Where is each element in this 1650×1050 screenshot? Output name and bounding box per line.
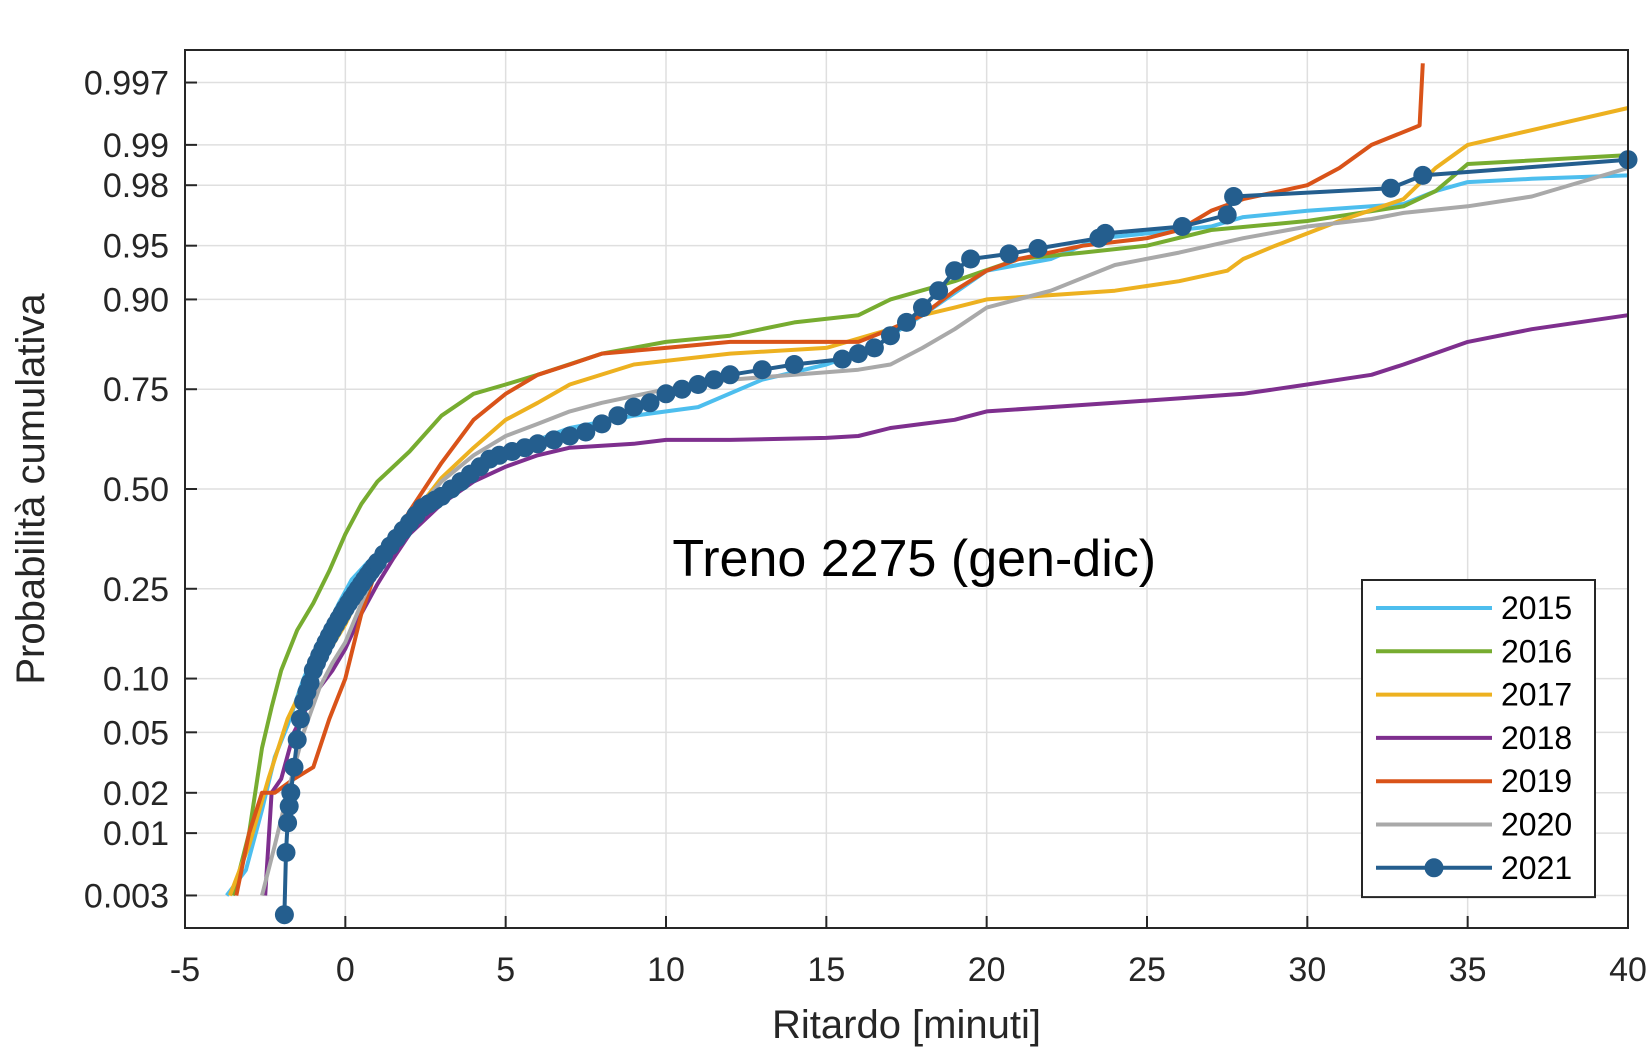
- data-point-2021: [1172, 217, 1192, 236]
- data-point-2021: [287, 730, 307, 750]
- x-axis-ticks: -5 0 5 10 15 20 25 30 35 40: [170, 916, 1647, 989]
- y-tick-label: 0.25: [103, 571, 169, 609]
- data-point-2021: [1028, 239, 1048, 258]
- data-point-2021: [881, 326, 900, 346]
- data-point-2021: [290, 709, 310, 729]
- data-point-2021: [284, 757, 304, 777]
- y-tick-label: 0.05: [103, 714, 169, 752]
- x-axis-label: Ritardo [minuti]: [772, 1003, 1041, 1047]
- data-point-2021: [1381, 178, 1401, 198]
- y-axis-ticks: 0.003 0.010.02 0.05 0.10 0.25 0.50 0.75 0.90 0.9…: [84, 65, 197, 915]
- y-tick-label: 0.90: [103, 281, 169, 319]
- data-point-2021: [832, 349, 852, 369]
- data-point-2021: [281, 783, 301, 803]
- data-point-2021: [592, 414, 612, 434]
- data-point-2021: [864, 338, 884, 358]
- data-point-2021: [720, 365, 740, 385]
- data-point-2021: [278, 813, 298, 833]
- data-point-2021: [897, 312, 916, 332]
- legend-label-2021: 2021: [1501, 850, 1572, 886]
- data-point-2021: [560, 426, 580, 446]
- y-tick-label: 0.997: [84, 65, 169, 103]
- data-point-2021: [274, 905, 294, 925]
- x-tick-label: 30: [1288, 951, 1326, 989]
- chart-annotation: Treno 2275 (gen-dic): [672, 530, 1156, 588]
- data-point-2021: [528, 434, 548, 454]
- y-tick-label: 0.003: [84, 877, 169, 915]
- y-tick-label: 0.99: [103, 127, 169, 165]
- legend: 2015 2016 2017 2018 2019 2020 2021: [1361, 579, 1596, 899]
- data-point-2021: [929, 281, 949, 301]
- x-tick-label: 40: [1609, 951, 1647, 989]
- data-point-2021: [704, 370, 724, 390]
- data-point-2021: [784, 355, 804, 374]
- data-point-2021: [688, 375, 708, 394]
- data-point-2021: [1224, 187, 1244, 206]
- data-point-2021: [913, 298, 932, 318]
- series-layer: [225, 63, 1638, 925]
- data-point-2021: [544, 430, 564, 450]
- legend-label-2015: 2015: [1501, 590, 1572, 626]
- y-tick-label: 0.98: [103, 167, 169, 205]
- legend-label-2019: 2019: [1501, 763, 1572, 799]
- y-tick-label: 0.10: [103, 661, 169, 699]
- legend-label-2018: 2018: [1501, 720, 1572, 756]
- x-tick-label: 10: [647, 951, 685, 989]
- legend-label-2017: 2017: [1501, 677, 1572, 713]
- x-tick-label: 5: [496, 951, 515, 989]
- series-line-2019: [234, 63, 1425, 896]
- x-tick-label: 0: [336, 951, 355, 989]
- data-point-2021: [624, 397, 644, 417]
- y-tick-label: 0.01: [103, 815, 169, 853]
- data-point-2021: [999, 244, 1019, 264]
- legend-label-2016: 2016: [1501, 633, 1572, 669]
- data-point-2021: [752, 360, 772, 380]
- x-tick-label: 15: [807, 951, 845, 989]
- data-point-2021: [1413, 165, 1433, 185]
- data-point-2021: [640, 393, 660, 413]
- data-point-2021: [608, 406, 628, 426]
- y-tick-label: 0.75: [103, 371, 169, 409]
- series-line-2018: [263, 313, 1629, 896]
- data-point-2021: [276, 843, 296, 862]
- x-tick-label: 35: [1449, 951, 1487, 989]
- y-tick-label: 0.50: [103, 471, 169, 509]
- data-point-2021: [576, 422, 596, 442]
- x-tick-label: -5: [170, 951, 200, 989]
- legend-label-2020: 2020: [1501, 807, 1572, 843]
- data-point-2021: [672, 379, 692, 399]
- y-tick-label: 0.02: [103, 775, 169, 813]
- data-point-2021: [945, 261, 965, 281]
- data-point-2021: [848, 344, 868, 364]
- legend-marker-2021: [1424, 858, 1444, 878]
- data-point-2021: [656, 384, 676, 404]
- data-point-2021: [961, 249, 981, 269]
- x-tick-label: 25: [1128, 951, 1166, 989]
- y-tick-label: 0.95: [103, 228, 169, 266]
- data-point-2021: [1095, 223, 1115, 243]
- y-axis-label: Probabilità cumulativa: [9, 293, 53, 685]
- x-tick-label: 20: [968, 951, 1006, 989]
- data-point-2021: [1217, 205, 1237, 225]
